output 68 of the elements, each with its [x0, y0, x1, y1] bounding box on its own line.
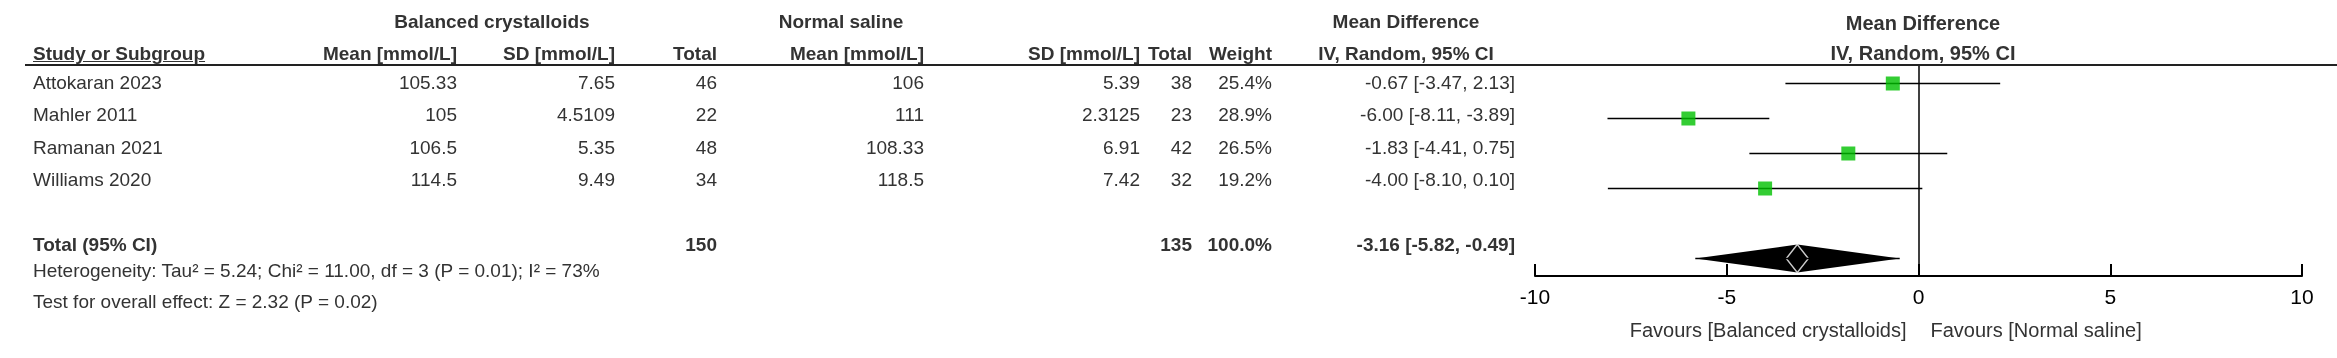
- text: Total: [1148, 43, 1192, 65]
- text: SD [mmol/L]: [1028, 43, 1140, 65]
- chart-title: Mean Difference: [1845, 12, 2001, 34]
- data-label: 100.0%: [1207, 234, 1272, 256]
- data-label: 5.35: [578, 137, 615, 159]
- data-label: 28.9%: [1218, 104, 1272, 126]
- text: Total: [673, 43, 717, 65]
- x-tick-label: -10: [1519, 285, 1551, 308]
- text: Weight: [1209, 43, 1272, 65]
- data-label: 42: [1170, 137, 1192, 159]
- x-tick-label: 5: [2104, 285, 2117, 308]
- text: Mean [mmol/L]: [789, 43, 924, 65]
- point: [1681, 111, 1696, 126]
- data-label: 2.3125: [1081, 104, 1140, 126]
- data-label: -1.83 [-4.41, 0.75]: [1365, 137, 1515, 159]
- data-label: 7.65: [578, 72, 615, 94]
- category-label: Total (95% CI): [33, 234, 158, 256]
- data-label: -0.67 [-3.47, 2.13]: [1365, 72, 1515, 94]
- data-label: 6.91: [1103, 137, 1140, 159]
- text: Favours [Balanced crystalloids]: [1629, 319, 1907, 341]
- data-label: 38: [1170, 72, 1192, 94]
- x-tick-label: 0: [1912, 285, 1925, 308]
- category-label: Williams 2020: [33, 169, 152, 191]
- data-label: -6.00 [-8.11, -3.89]: [1360, 104, 1515, 126]
- data-label: 19.2%: [1218, 169, 1272, 191]
- data-label: 34: [695, 169, 717, 191]
- chart-subtitle: IV, Random, 95% CI: [1830, 42, 2016, 64]
- data-label: 9.49: [578, 169, 615, 191]
- category-label: Ramanan 2021: [33, 137, 163, 159]
- data-label: 26.5%: [1218, 137, 1272, 159]
- text: Favours [Normal saline]: [1930, 319, 2142, 341]
- x-tick-label: 10: [2290, 285, 2314, 308]
- data-label: 46: [695, 72, 717, 94]
- text: Heterogeneity: Tau² = 5.24; Chi² = 11.00, df = 3 (P = 0.01); I² = 73%: [33, 260, 600, 282]
- data-label: 48: [695, 137, 717, 159]
- data-label: 7.42: [1103, 169, 1140, 191]
- text: Study or Subgroup: [33, 43, 206, 65]
- point: [1841, 146, 1856, 161]
- data-label: 135: [1160, 234, 1192, 256]
- data-label: 150: [685, 234, 717, 256]
- data-label: 114.5: [410, 169, 457, 191]
- text: Test for overall effect: Z = 2.32 (P = 0.02): [33, 291, 378, 313]
- category-label: Attokaran 2023: [33, 72, 162, 94]
- data-label: -3.16 [-5.82, -0.49]: [1356, 234, 1515, 256]
- data-label: 5.39: [1103, 72, 1140, 94]
- text: Mean [mmol/L]: [322, 43, 457, 65]
- point: [1758, 181, 1773, 196]
- text: Normal saline: [778, 11, 904, 33]
- data-label: 25.4%: [1218, 72, 1272, 94]
- category-label: Mahler 2011: [33, 104, 138, 126]
- point: [1785, 243, 1810, 274]
- data-label: 32: [1170, 169, 1192, 191]
- data-label: 23: [1170, 104, 1192, 126]
- data-label: 22: [695, 104, 717, 126]
- data-label: 4.5109: [556, 104, 615, 126]
- point: [1885, 76, 1900, 91]
- text: Mean Difference IV, Random, 95% CI: [1318, 11, 1494, 65]
- data-label: 106: [892, 72, 924, 94]
- data-label: -4.00 [-8.10, 0.10]: [1365, 169, 1515, 191]
- text: SD [mmol/L]: [503, 43, 615, 65]
- data-label: 106.5: [409, 137, 457, 159]
- text: Balanced crystalloids: [394, 11, 590, 33]
- data-label: 105.33: [398, 72, 457, 94]
- data-label: 118.5: [877, 169, 924, 191]
- data-label: 111: [895, 104, 924, 126]
- data-label: 105: [425, 104, 457, 126]
- data-label: 108.33: [865, 137, 924, 159]
- x-tick-label: -5: [1717, 285, 1737, 308]
